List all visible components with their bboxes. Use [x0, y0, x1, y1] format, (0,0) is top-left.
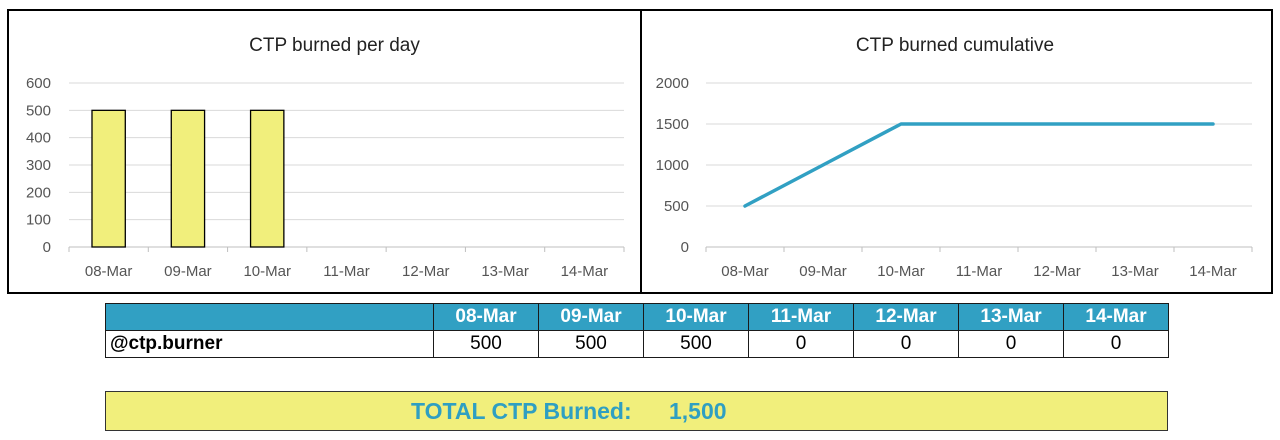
y-tick-label: 400	[26, 130, 51, 147]
y-tick-label: 300	[26, 157, 51, 174]
y-tick-label: 600	[26, 75, 51, 92]
table-header-cell: 10-Mar	[643, 303, 749, 331]
x-tick-label: 11-Mar	[956, 263, 1002, 280]
bar	[91, 109, 126, 248]
table-header-cell: 11-Mar	[748, 303, 854, 331]
y-tick-label: 1500	[656, 116, 689, 133]
table-header-cell: 09-Mar	[538, 303, 644, 331]
cumulative-burn-chart: CTP burned cumulative 0 500 1000 1500 2000 08-…	[640, 9, 1273, 294]
x-tick-label: 14-Mar	[561, 263, 609, 280]
x-tick-label: 10-Mar	[243, 263, 291, 280]
daily-burn-chart-svg: CTP burned per day 0 100 200 300 400 500 600 08-…	[26, 35, 625, 280]
table-cell: 500	[538, 330, 644, 358]
y-tick-label: 100	[26, 212, 51, 229]
daily-burn-chart: CTP burned per day 0 100 200 300 400 500 600 08-…	[7, 9, 642, 294]
total-label: TOTAL CTP Burned:	[411, 397, 632, 424]
table-row: @ctp.burner 500 500 500 0 0 0 0	[105, 330, 1169, 358]
chart-title: CTP burned per day	[249, 35, 420, 56]
y-tick-label: 200	[26, 184, 51, 201]
x-tick-label: 12-Mar	[402, 263, 450, 280]
table-cell: 500	[433, 330, 539, 358]
table-header-cell: 12-Mar	[853, 303, 959, 331]
table-cell: 0	[748, 330, 854, 358]
cumulative-burn-chart-svg: CTP burned cumulative 0 500 1000 1500 2000 08-…	[656, 35, 1253, 280]
y-tick-label: 500	[26, 102, 51, 119]
burn-table: 08-Mar 09-Mar 10-Mar 11-Mar 12-Mar 13-Ma…	[105, 303, 1169, 358]
table-cell: 0	[1063, 330, 1169, 358]
table-header-cell: 14-Mar	[1063, 303, 1169, 331]
table-header-row: 08-Mar 09-Mar 10-Mar 11-Mar 12-Mar 13-Ma…	[105, 303, 1169, 331]
x-tick-label: 13-Mar	[481, 263, 529, 280]
x-tick-label: 09-Mar	[164, 263, 212, 280]
total-banner: TOTAL CTP Burned: 1,500	[105, 391, 1168, 431]
table-cell: 0	[958, 330, 1064, 358]
y-tick-label: 1000	[656, 157, 689, 174]
table-header-cell: 08-Mar	[433, 303, 539, 331]
total-value: 1,500	[669, 397, 727, 424]
table-header-cell: 13-Mar	[958, 303, 1064, 331]
x-tick-label: 10-Mar	[877, 263, 925, 280]
x-tick-label: 08-Mar	[721, 263, 769, 280]
y-tick-label: 2000	[656, 75, 689, 92]
x-tick-label: 09-Mar	[799, 263, 847, 280]
x-tick-label: 11-Mar	[323, 263, 369, 280]
table-header-corner	[105, 303, 434, 331]
series-line	[743, 122, 1215, 208]
x-tick-label: 08-Mar	[85, 263, 133, 280]
chart-title: CTP burned cumulative	[856, 35, 1054, 56]
table-cell: 0	[853, 330, 959, 358]
x-tick-label: 14-Mar	[1189, 263, 1237, 280]
table-row-label: @ctp.burner	[105, 330, 434, 358]
y-tick-label: 0	[43, 239, 51, 256]
x-tick-label: 13-Mar	[1111, 263, 1159, 280]
y-tick-label: 0	[681, 239, 689, 256]
x-tick-label: 12-Mar	[1033, 263, 1081, 280]
bar	[170, 109, 206, 248]
bar	[249, 109, 285, 248]
table-cell: 500	[643, 330, 749, 358]
y-tick-label: 500	[664, 198, 689, 215]
